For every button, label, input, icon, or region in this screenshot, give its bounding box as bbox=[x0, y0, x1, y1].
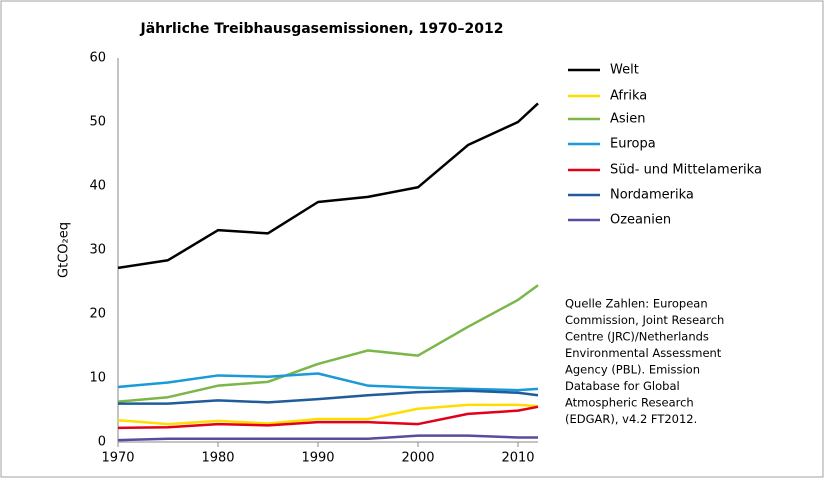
chart-title: Jährliche Treibhausgasemissionen, 1970–2… bbox=[139, 21, 503, 37]
x-tick-label: 1990 bbox=[301, 451, 334, 466]
x-tick-label: 1980 bbox=[201, 451, 234, 466]
legend-label: Welt bbox=[610, 63, 639, 78]
series-line bbox=[117, 102, 539, 270]
series-line bbox=[117, 284, 539, 403]
source-note: Database for Global bbox=[565, 379, 680, 393]
y-axis-label: GtCO₂eq bbox=[57, 222, 72, 278]
series-line bbox=[117, 405, 539, 430]
series-line bbox=[117, 372, 539, 392]
source-note: Quelle Zahlen: European bbox=[565, 297, 708, 311]
legend-label: Afrika bbox=[610, 89, 647, 104]
series-line bbox=[118, 389, 539, 405]
source-note: Agency (PBL). Emission bbox=[565, 363, 700, 377]
series-line bbox=[117, 434, 538, 442]
source-note: Centre (JRC)/Netherlands bbox=[565, 330, 709, 344]
y-tick-label: 0 bbox=[98, 435, 106, 450]
source-note: (EDGAR), v4.2 FT2012. bbox=[565, 412, 697, 426]
legend-label: Nordamerika bbox=[610, 188, 694, 203]
legend-label: Asien bbox=[610, 112, 646, 127]
y-tick-label: 20 bbox=[89, 307, 106, 322]
x-tick-label: 2000 bbox=[401, 451, 434, 466]
legend-label: Europa bbox=[610, 137, 656, 152]
legend-label: Süd- und Mittelamerika bbox=[610, 163, 762, 178]
legend-label: Ozeanien bbox=[610, 213, 671, 228]
x-tick-label: 1970 bbox=[101, 451, 134, 466]
y-tick-label: 50 bbox=[89, 115, 106, 130]
y-tick-label: 10 bbox=[89, 371, 106, 386]
source-note: Environmental Assessment bbox=[565, 346, 722, 360]
x-tick-label: 2010 bbox=[501, 451, 534, 466]
y-tick-label: 40 bbox=[89, 179, 106, 194]
source-note: Atmospheric Research bbox=[565, 396, 694, 410]
y-tick-label: 60 bbox=[89, 51, 106, 66]
source-note: Commission, Joint Research bbox=[565, 313, 724, 327]
y-tick-label: 30 bbox=[89, 243, 106, 258]
series-line bbox=[117, 403, 539, 426]
